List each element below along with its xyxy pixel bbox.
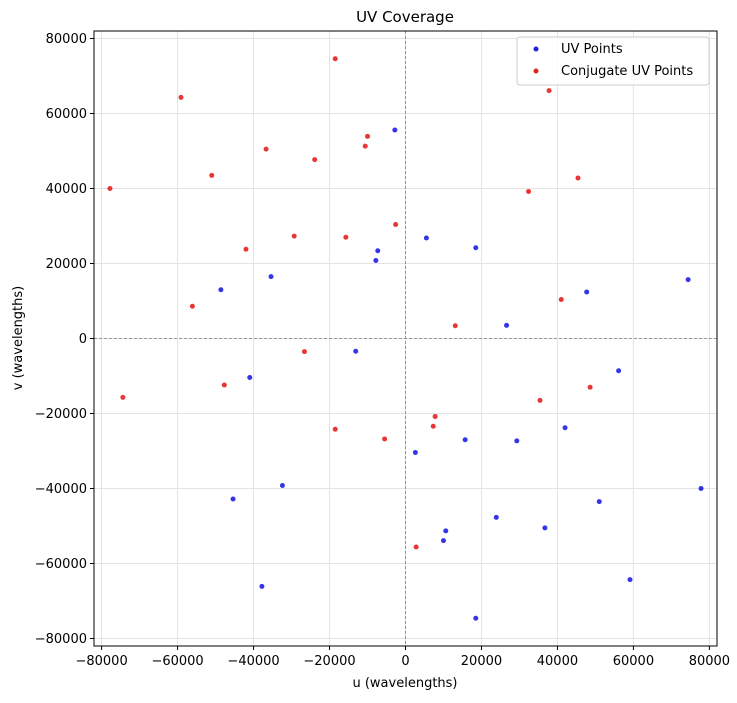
x-axis-ticks: −80000 −60000 −40000 −20000 0 20000 40000 60000… [75,646,730,669]
conjugate-uv-point [526,189,532,194]
legend-marker-uv-points [533,46,539,52]
uv-point [259,583,265,589]
conjugate-uv-point [587,384,593,390]
uv-point [504,322,510,328]
uv-point [443,528,449,534]
uv-point [562,425,568,431]
uv-point [584,289,590,295]
conjugate-uv-point [537,397,543,403]
x-axis-label: u (wavelengths) [352,676,457,691]
y-tick-label: −20000 [35,407,87,422]
conjugate-uv-point [393,222,399,227]
legend-marker-conjugate-uv-points [533,68,539,74]
y-tick-label: 40000 [46,182,87,197]
uv-point [685,277,691,283]
conjugate-uv-point [546,88,552,94]
x-tick-label: 0 [401,654,409,669]
conjugate-uv-point [312,157,318,163]
conjugate-uv-point [452,323,458,329]
uv-point [616,368,622,374]
uv-point [423,235,429,241]
conjugate-uv-point [221,382,227,388]
x-tick-label: 60000 [613,654,654,669]
conjugate-uv-point [432,414,438,419]
uv-point [473,615,479,621]
x-tick-label: −60000 [151,654,203,669]
conjugate-uv-point [343,234,349,240]
conjugate-uv-point [575,175,581,181]
uv-points-series [218,127,704,621]
y-tick-label: −40000 [35,482,87,497]
legend-label-conjugate-uv-points: Conjugate UV Points [561,64,693,79]
y-tick-label: 20000 [46,257,87,272]
conjugate-uv-point [243,246,249,252]
conjugate-uv-point [107,186,113,191]
y-tick-label: 80000 [46,32,87,47]
uv-point [279,483,285,488]
conjugate-uv-point [332,56,338,62]
conjugate-uv-point [362,143,368,149]
uv-point [542,525,548,531]
uv-point [627,577,633,583]
conjugate-uv-point [178,94,184,100]
y-tick-label: 0 [79,332,87,347]
x-tick-label: −40000 [227,654,279,669]
conjugate-uv-point [209,172,215,178]
uv-point [392,127,398,133]
legend-box [516,36,710,86]
conjugate-uv-point [365,133,371,139]
conjugate-uv-point [301,349,307,355]
reference-lines [94,31,717,646]
uv-point [514,438,520,444]
uv-point [462,437,468,443]
conjugate-uv-point [120,394,126,400]
uv-point [373,258,379,263]
conjugate-uv-point [291,233,297,239]
x-tick-label: 80000 [689,654,730,669]
legend: UV Points Conjugate UV Points [516,36,710,86]
uv-point [353,348,359,354]
data-points [107,56,704,621]
conjugate-uv-point [189,303,195,309]
uv-point [412,450,418,455]
conjugate-uv-point [332,426,338,432]
y-tick-label: 60000 [46,107,87,122]
uv-point [440,538,446,544]
uv-point [698,486,704,491]
conjugate-uv-point [430,423,436,429]
uv-point [375,248,381,254]
x-tick-label: 40000 [537,654,578,669]
uv-point [493,514,499,520]
uv-point [218,287,224,293]
x-tick-label: −20000 [303,654,355,669]
uv-point [247,375,253,380]
conjugate-uv-points-series [107,56,593,550]
x-tick-label: −80000 [75,654,127,669]
chart-title: UV Coverage [356,8,454,26]
y-tick-label: −80000 [35,632,87,647]
conjugate-uv-point [382,436,388,442]
uv-point [268,274,274,280]
conjugate-uv-point [558,297,564,302]
y-axis-ticks: −80000 −60000 −40000 −20000 0 20000 40000 60000… [35,32,94,647]
x-tick-label: 20000 [461,654,502,669]
conjugate-uv-point [413,544,419,550]
uv-point [473,245,479,251]
y-tick-label: −60000 [35,557,87,572]
legend-label-uv-points: UV Points [561,42,623,57]
conjugate-uv-point [263,146,269,152]
uv-point [230,496,236,502]
y-axis-label: v (wavelengths) [11,286,26,390]
uv-point [596,499,602,505]
